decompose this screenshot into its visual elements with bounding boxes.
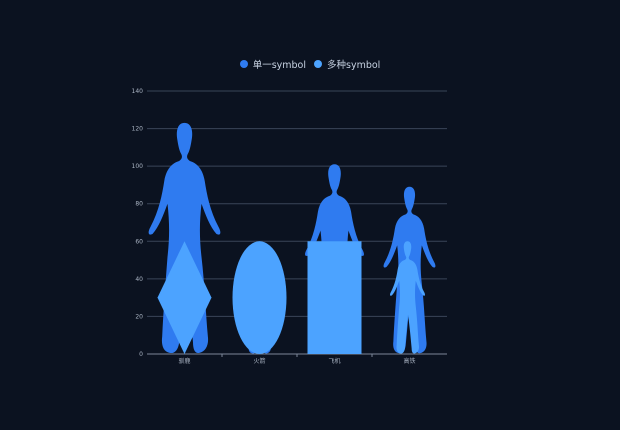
bar-multi-symbol-ellipse[interactable]: [232, 241, 287, 354]
legend-marker-single-symbol: [239, 60, 248, 68]
y-tick-label: 40: [135, 276, 143, 283]
y-tick-label: 80: [135, 201, 143, 208]
bar-multi-symbol-person[interactable]: [390, 241, 425, 354]
y-tick-label: 0: [139, 351, 143, 358]
y-tick-label: 60: [135, 238, 143, 245]
legend-item-single-symbol[interactable]: 单一symbol: [239, 57, 306, 71]
x-tick-label: 飞机: [328, 357, 340, 365]
legend-marker-multi-symbol: [314, 60, 322, 68]
legend-label-multi-symbol: 多种symbol: [327, 60, 381, 71]
legend: 单一symbol 多种symbol: [0, 57, 620, 71]
bar-multi-symbol-diamond[interactable]: [157, 241, 212, 354]
y-tick-label: 100: [132, 163, 144, 170]
y-tick-label: 140: [132, 88, 144, 95]
x-tick-label: 高铁: [403, 357, 415, 365]
x-tick-label: 驯鹿: [178, 357, 190, 365]
legend-label-single-symbol: 单一symbol: [252, 60, 306, 71]
y-tick-label: 120: [132, 126, 144, 133]
legend-item-multi-symbol[interactable]: 多种symbol: [314, 57, 380, 71]
y-tick-label: 20: [135, 313, 143, 320]
x-tick-label: 火箭: [253, 357, 265, 365]
bar-multi-symbol-rect[interactable]: [307, 241, 362, 354]
